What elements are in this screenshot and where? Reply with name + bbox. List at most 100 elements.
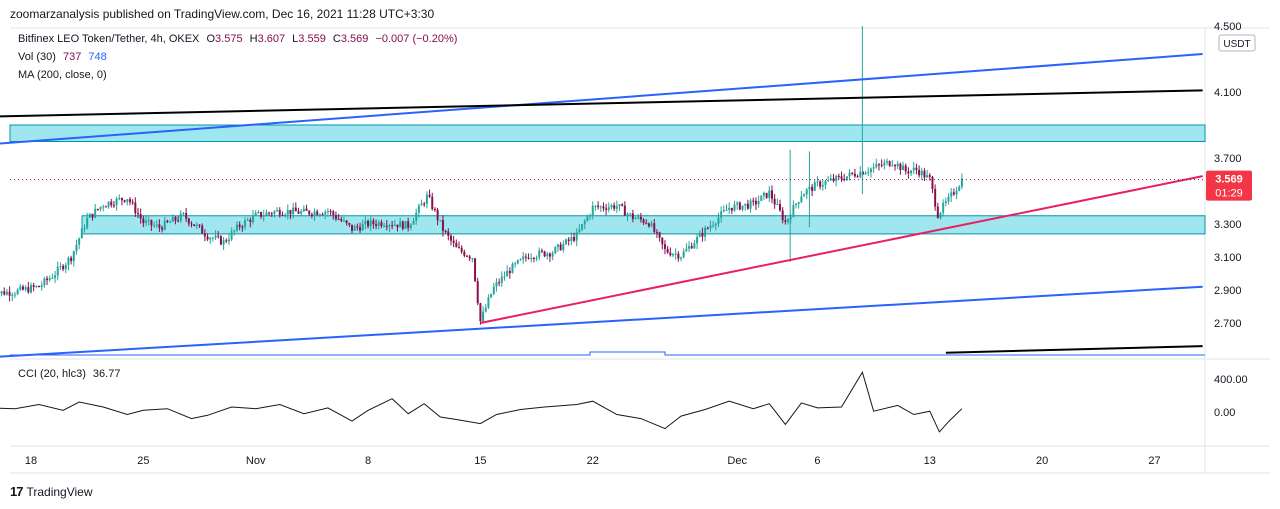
candle-body bbox=[11, 294, 14, 296]
candle-body bbox=[511, 263, 514, 274]
tradingview-logo-icon: 17 bbox=[10, 484, 24, 499]
candle-body bbox=[201, 225, 204, 234]
candle-body bbox=[78, 238, 81, 245]
candle-body bbox=[227, 239, 230, 242]
cci-line bbox=[0, 370, 963, 433]
candle-body bbox=[13, 294, 16, 296]
candle-body bbox=[169, 221, 172, 223]
candle-body bbox=[174, 217, 177, 221]
candle-body bbox=[396, 224, 399, 228]
candle-body bbox=[835, 175, 838, 181]
candle-body bbox=[944, 201, 947, 204]
candle-body bbox=[958, 186, 961, 191]
candle-body bbox=[955, 190, 958, 195]
candle-body bbox=[942, 203, 945, 213]
publisher-line: zoomarzanalysis published on TradingView… bbox=[10, 7, 435, 21]
candle-body bbox=[401, 221, 404, 229]
candle-body bbox=[193, 224, 196, 226]
candle-body bbox=[864, 172, 867, 175]
candle-body bbox=[781, 210, 784, 221]
candle-body bbox=[241, 227, 244, 229]
candle-body bbox=[367, 220, 370, 227]
candle-body bbox=[423, 203, 426, 205]
candle-body bbox=[404, 221, 407, 229]
candle-body bbox=[642, 219, 645, 223]
candle-body bbox=[230, 231, 233, 240]
candle-body bbox=[118, 198, 121, 200]
candle-body bbox=[51, 277, 54, 279]
candle-body bbox=[634, 218, 637, 220]
candle-body bbox=[749, 200, 752, 209]
trendlines[interactable] bbox=[0, 53, 1203, 358]
candle-body bbox=[75, 244, 78, 252]
tradingview-brand[interactable]: 17 TradingView bbox=[10, 484, 93, 499]
candle-body bbox=[709, 225, 712, 229]
candle-body bbox=[589, 215, 592, 217]
candle-body bbox=[380, 222, 383, 226]
candle-body bbox=[318, 214, 321, 216]
candle-body bbox=[872, 167, 875, 169]
candle-body bbox=[645, 222, 648, 224]
candle-body bbox=[843, 178, 846, 180]
candle-body bbox=[217, 235, 220, 237]
candle-body bbox=[479, 303, 482, 322]
candle-body bbox=[503, 276, 506, 278]
candle-body bbox=[348, 223, 351, 225]
candle-body bbox=[452, 240, 455, 243]
candle-body bbox=[305, 208, 308, 211]
candle-body bbox=[324, 211, 327, 215]
candle-body bbox=[420, 203, 423, 206]
candle-body bbox=[88, 213, 91, 218]
candle-body bbox=[289, 209, 292, 215]
candle-body bbox=[655, 231, 658, 233]
candle-body bbox=[685, 248, 688, 252]
currency-unit-button[interactable]: USDT bbox=[1218, 34, 1256, 52]
candle-body bbox=[936, 206, 939, 218]
candle-body bbox=[441, 219, 444, 231]
candle-body bbox=[302, 208, 305, 212]
candle-body bbox=[856, 176, 859, 178]
candle-body bbox=[62, 265, 65, 270]
candle-body bbox=[171, 217, 174, 222]
candle-body bbox=[880, 164, 883, 166]
candle-body bbox=[407, 221, 410, 228]
candle-body bbox=[559, 244, 562, 251]
candle-body bbox=[637, 216, 640, 219]
candle-body bbox=[950, 192, 953, 197]
candle-body bbox=[730, 207, 733, 211]
candle-body bbox=[115, 198, 118, 206]
candle-body bbox=[717, 217, 720, 224]
candle-body bbox=[30, 285, 32, 293]
candle-body bbox=[861, 171, 864, 175]
candle-body bbox=[693, 243, 696, 249]
candle-body bbox=[431, 196, 434, 210]
price-tick-label: 4.100 bbox=[1214, 87, 1242, 99]
time-tick-label: 20 bbox=[1036, 455, 1048, 467]
candle-body bbox=[257, 211, 260, 213]
candle-body bbox=[321, 214, 324, 216]
candle-body bbox=[455, 242, 458, 248]
candle-body bbox=[795, 203, 798, 205]
candle-body bbox=[623, 205, 626, 216]
candle-body bbox=[91, 213, 94, 218]
candle-body bbox=[680, 257, 683, 259]
time-tick-label: 27 bbox=[1148, 455, 1160, 467]
candle-body bbox=[581, 224, 584, 230]
candle-body bbox=[736, 202, 739, 205]
candle-body bbox=[495, 282, 498, 287]
candle-body bbox=[752, 200, 755, 202]
candle-body bbox=[768, 190, 771, 198]
candle-body bbox=[551, 253, 554, 257]
price-axis: 2.700 2.900 3.100 3.300 3.700 4.100 4.500 bbox=[1214, 21, 1242, 330]
candle-body bbox=[8, 291, 11, 296]
candle-body bbox=[110, 201, 113, 206]
time-tick-label: 18 bbox=[25, 455, 37, 467]
candle-body bbox=[733, 204, 736, 211]
candle-body bbox=[848, 172, 851, 177]
time-tick-label: 25 bbox=[137, 455, 149, 467]
time-tick-label: Dec bbox=[727, 455, 747, 467]
candle-body bbox=[714, 223, 717, 226]
candle-body bbox=[928, 175, 931, 177]
cci-label: CCI (20, hlc3) bbox=[18, 368, 86, 380]
